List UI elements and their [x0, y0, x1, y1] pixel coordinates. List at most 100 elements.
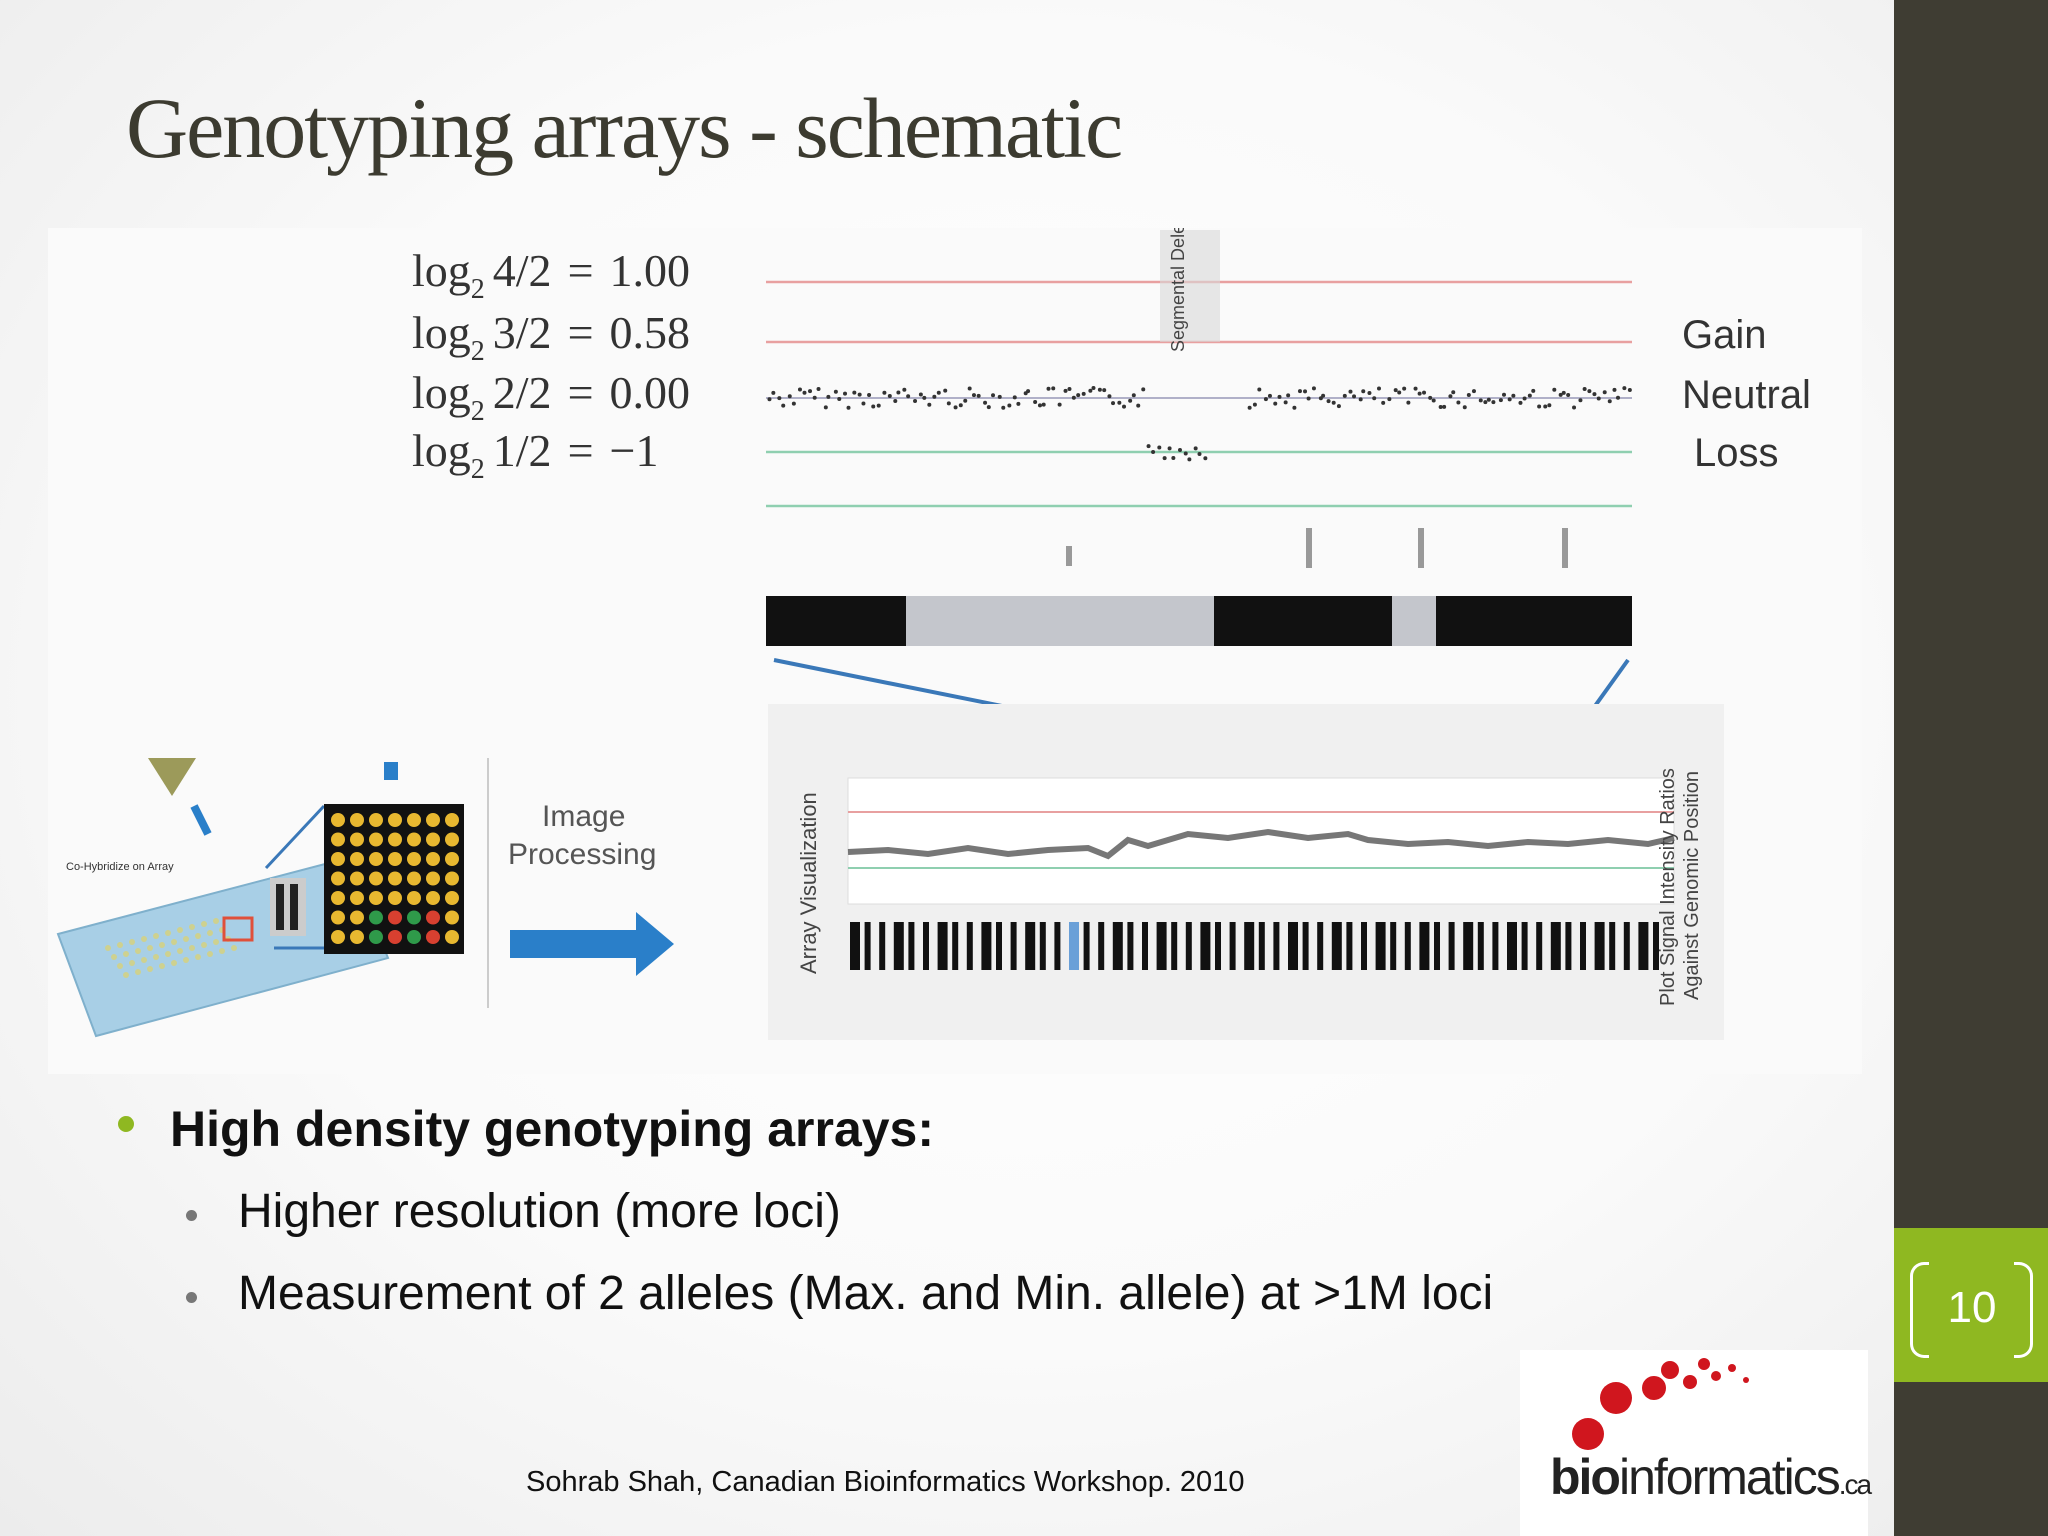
array-spot [331, 852, 345, 866]
signal-dot [918, 392, 923, 397]
signal-dot [1616, 395, 1621, 400]
barcode-bar [1331, 922, 1342, 970]
array-spot [388, 813, 402, 827]
equation-1: log2 4/2 = 1.00 [412, 245, 690, 305]
slide-spot [123, 951, 129, 957]
signal-dot [1607, 399, 1612, 404]
signal-dot [986, 405, 991, 410]
signal-dots [767, 386, 1632, 462]
deletion-band [1160, 230, 1220, 342]
array-spot [350, 813, 364, 827]
signal-dot [1587, 389, 1592, 394]
signal-dot [1146, 444, 1151, 449]
signal-dot [791, 401, 796, 406]
equation-2: log2 3/2 = 0.58 [412, 307, 690, 367]
signal-dot [1451, 390, 1456, 395]
signal-dot [1177, 447, 1182, 452]
signal-dot [1483, 400, 1488, 405]
slide-spot [147, 945, 153, 951]
array-spot [426, 891, 440, 905]
hybridize-label: Co-Hybridize on Array [66, 861, 174, 873]
signal-dot [1321, 393, 1326, 398]
schematic-figure: log2 4/2 = 1.00 log2 3/2 = 0.58 log2 2/2 = 0.00 l… [48, 228, 1862, 1074]
signal-dot [1622, 386, 1627, 391]
signal-dot [843, 391, 848, 396]
signal-dot [1558, 392, 1563, 397]
chromosome-band-5 [1436, 596, 1632, 646]
signal-dot [1413, 386, 1418, 391]
signal-dot [976, 393, 981, 398]
signal-dot [936, 390, 941, 395]
signal-dot [1578, 398, 1583, 403]
signal-dot [971, 393, 976, 398]
barcode-bar [1346, 922, 1353, 970]
signal-dot [1071, 395, 1076, 400]
barcode-bar [1229, 922, 1236, 970]
signal-dot [1111, 401, 1116, 406]
slide-spot [165, 951, 171, 957]
signal-dot [1247, 405, 1252, 410]
array-spot [445, 871, 459, 886]
signal-dot [1417, 391, 1422, 396]
signal-dot [1393, 388, 1398, 393]
slide-spot [219, 948, 225, 954]
signal-dot [861, 401, 866, 406]
signal-dot [1448, 394, 1453, 399]
signal-dot [1331, 400, 1336, 405]
plot-label-1: Plot Signal Intensity Ratios [1657, 768, 1679, 1006]
signal-dot [958, 403, 963, 408]
slide-spot [141, 936, 147, 942]
barcode-bar [996, 922, 1002, 970]
slide-spot [213, 918, 219, 924]
array-spot [331, 930, 345, 944]
signal-dot [943, 388, 948, 393]
array-spot [331, 813, 345, 827]
barcode-bar [1492, 922, 1499, 970]
array-spot [426, 871, 440, 886]
signal-dot [1547, 403, 1552, 408]
signal-dot [1438, 404, 1443, 409]
array-spot [350, 891, 364, 905]
signal-dot [1518, 400, 1523, 405]
array-spot [331, 910, 345, 925]
signal-dot [808, 389, 813, 394]
array-spot [350, 871, 364, 886]
deletion-label: Segmental Deletion [1168, 228, 1188, 352]
barcode-bar [1653, 922, 1659, 970]
signal-dot [1273, 401, 1278, 406]
barcode-bar [1112, 922, 1123, 970]
barcode-bar [1258, 922, 1265, 970]
signal-dot [1117, 400, 1122, 405]
slide-spot [117, 963, 123, 969]
barcode-bar [1463, 922, 1474, 970]
signal-dot [826, 394, 831, 399]
slide-selection [222, 916, 254, 942]
signal-dot [1267, 393, 1272, 398]
signal-dot [1283, 400, 1288, 405]
slide-spot [153, 933, 159, 939]
signal-dot [927, 402, 932, 407]
barcode-bar [1010, 922, 1017, 970]
array-spot [350, 832, 364, 847]
barcode-bar [1536, 922, 1543, 970]
array-spot [388, 852, 402, 866]
signal-dot [1428, 395, 1433, 400]
slide-spot [183, 936, 189, 942]
barcode-bar [1288, 922, 1298, 970]
barcode-bar [1550, 922, 1561, 970]
signal-dot [953, 405, 958, 410]
slide-spot [201, 942, 207, 948]
signal-dot [1406, 400, 1411, 405]
signal-dot [1531, 388, 1536, 393]
signal-dot [1306, 396, 1311, 401]
page-bracket-left [1910, 1262, 1929, 1358]
array-vis-label: Array Visualization [796, 792, 821, 974]
barcode-bar [952, 922, 959, 970]
array-spot [369, 891, 383, 905]
barcode-bar [1448, 922, 1455, 970]
signal-dot [1051, 386, 1056, 391]
signal-dot [1107, 394, 1112, 399]
array-spot [426, 930, 440, 944]
signal-dot [1292, 405, 1297, 410]
array-spot [426, 832, 440, 847]
